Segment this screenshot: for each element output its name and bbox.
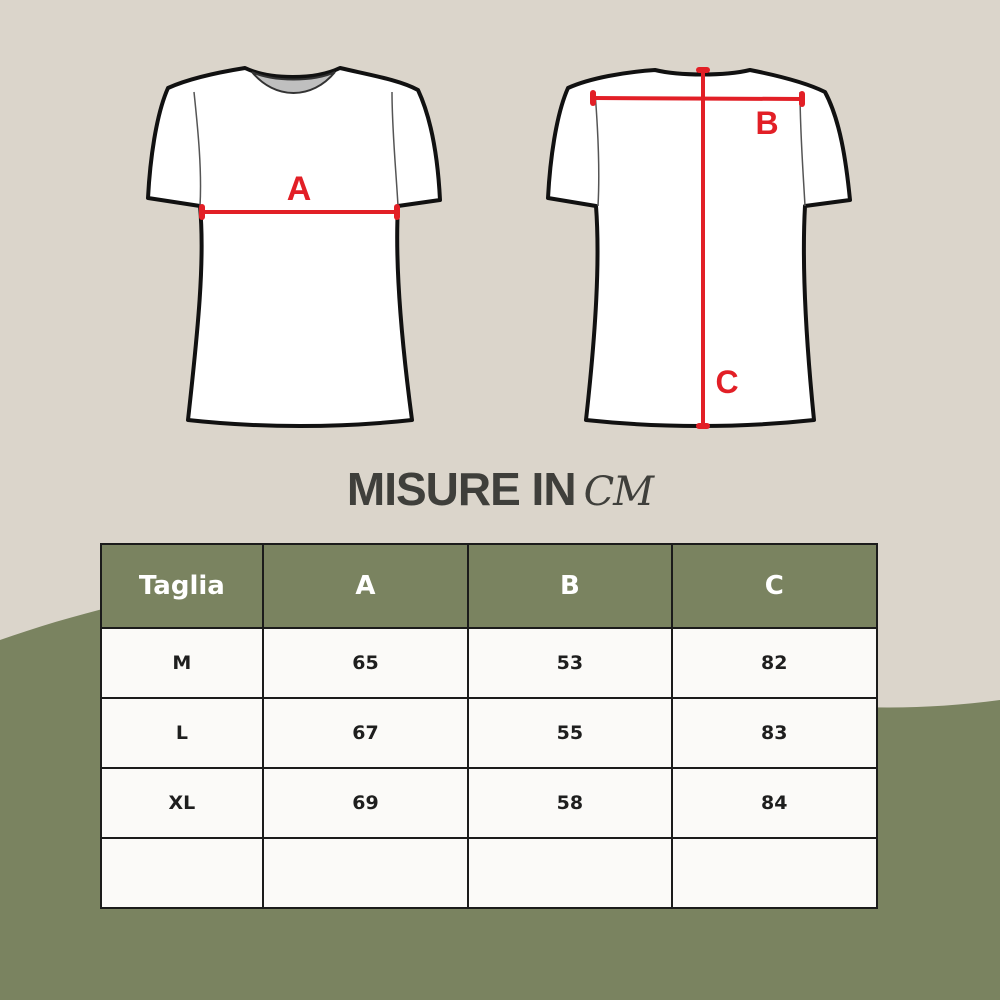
header-cell: A xyxy=(261,543,470,629)
table-header-row: Taglia A B C xyxy=(100,543,879,629)
table-cell: 83 xyxy=(670,697,879,769)
label-a: A xyxy=(287,170,312,208)
table-cell xyxy=(100,837,264,909)
label-b: B xyxy=(755,105,778,141)
table-cell: M xyxy=(100,627,264,699)
label-c: C xyxy=(715,364,738,400)
table-cell: 82 xyxy=(670,627,879,699)
title-unit: CM xyxy=(583,469,655,515)
header-cell: C xyxy=(670,543,879,629)
table-row-empty xyxy=(100,837,879,909)
size-table: Taglia A B C M 65 53 82 L 67 55 83 XL 69… xyxy=(100,543,879,909)
table-cell: 84 xyxy=(670,767,879,839)
table-row: XL 69 58 84 xyxy=(100,767,879,839)
table-cell: 58 xyxy=(467,767,673,839)
page-title: MISURE IN CM xyxy=(0,462,1000,516)
table-cell: L xyxy=(100,697,264,769)
table-cell: 55 xyxy=(467,697,673,769)
table-cell: 65 xyxy=(261,627,470,699)
table-cell xyxy=(261,837,470,909)
table-cell xyxy=(467,837,673,909)
table-cell: 67 xyxy=(261,697,470,769)
table-cell xyxy=(670,837,879,909)
table-row: L 67 55 83 xyxy=(100,697,879,769)
title-main: MISURE IN xyxy=(346,463,577,515)
table-cell: 53 xyxy=(467,627,673,699)
table-row: M 65 53 82 xyxy=(100,627,879,699)
table-cell: 69 xyxy=(261,767,470,839)
tshirt-front-diagram: A B C xyxy=(146,66,852,429)
table-cell: XL xyxy=(100,767,264,839)
header-cell: B xyxy=(467,543,673,629)
header-cell: Taglia xyxy=(100,543,264,629)
